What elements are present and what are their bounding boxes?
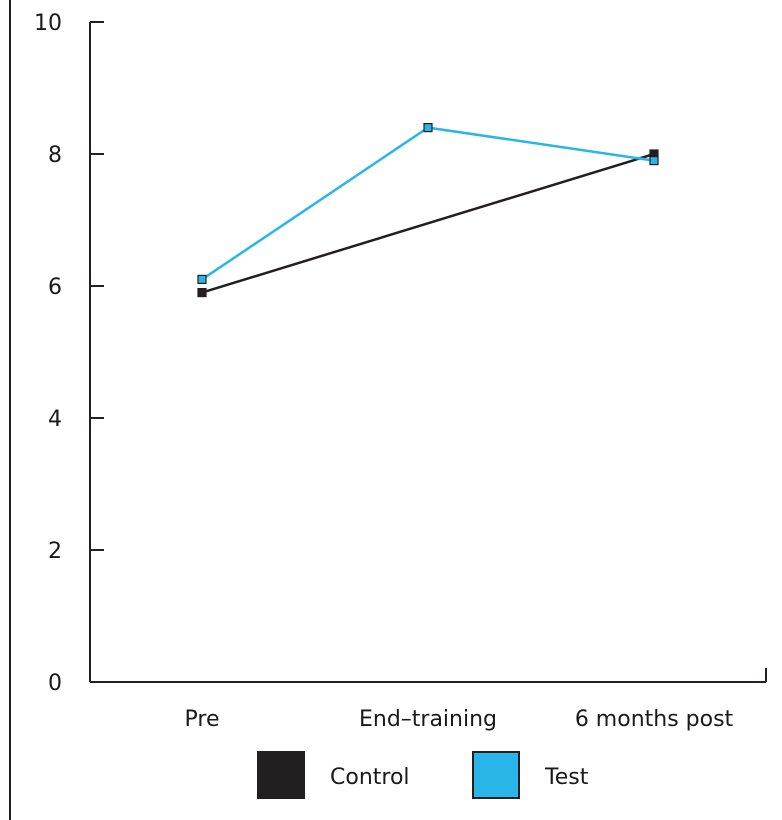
x-axis-ticks: Pre End–training 6 months post (185, 707, 734, 732)
y-tick-label: 10 (34, 11, 62, 36)
series-lines (201, 126, 655, 294)
y-tick-label: 8 (48, 143, 62, 168)
legend: Control Test (257, 751, 589, 799)
y-tick-label: 0 (48, 671, 62, 696)
series-line-control (201, 152, 655, 294)
series-points (197, 122, 659, 298)
series-line-test (201, 126, 655, 281)
y-tick-label: 6 (48, 275, 62, 300)
y-axis-ticks: 0 2 4 6 8 10 (34, 11, 104, 696)
data-point-control (197, 288, 207, 298)
y-tick-label: 4 (48, 407, 62, 432)
data-point-test (197, 274, 207, 284)
y-tick-label: 2 (48, 539, 62, 564)
legend-label-control: Control (330, 765, 410, 790)
x-tick-label: Pre (185, 707, 220, 732)
x-tick-label: 6 months post (575, 707, 734, 732)
data-point-test (423, 122, 433, 133)
data-point-test (649, 156, 659, 166)
legend-label-test: Test (544, 765, 589, 790)
legend-swatch-control (257, 751, 305, 799)
legend-swatch-test (472, 751, 520, 799)
x-tick-label: End–training (359, 707, 497, 732)
